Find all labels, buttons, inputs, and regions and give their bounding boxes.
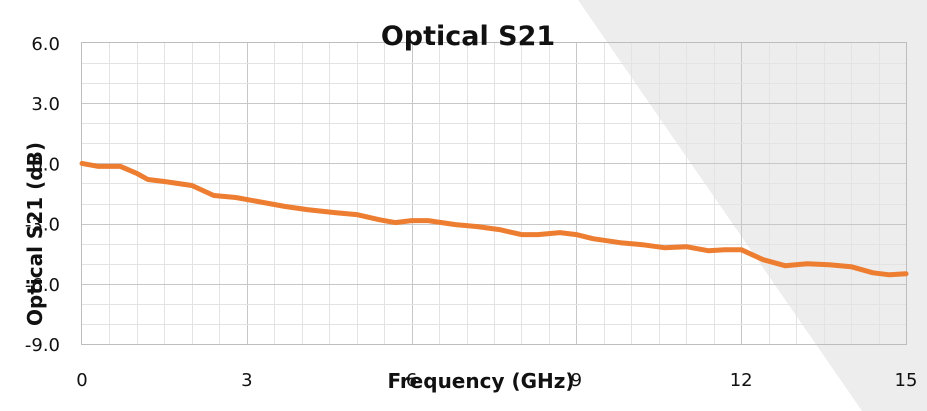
x-tick-label: 0 [76,370,87,391]
x-tick-label: 15 [895,370,918,391]
y-tick-label: -9.0 [25,335,60,356]
y-tick-label: 0.0 [31,154,60,175]
x-tick-label: 9 [571,370,582,391]
x-tick-label: 6 [406,370,417,391]
series-line [79,160,909,278]
y-axis-title: Optical S21 (dB) [23,142,47,326]
y-tick-label: 3.0 [31,94,60,115]
grid [82,43,906,344]
y-tick-label: -3.0 [25,215,60,236]
y-axis: 6.0 3.0 0.0 -3.0 -6.0 -9.0 [25,34,60,356]
x-axis-title: Frequency (GHz) [387,369,574,393]
plot-area [81,42,907,345]
chart-title: Optical S21 [381,21,555,52]
series-layer [79,160,909,278]
x-tick-label: 3 [241,370,252,391]
x-tick-label: 12 [730,370,753,391]
y-tick-label: 6.0 [31,34,60,55]
x-axis: 0 3 6 9 12 15 [76,370,917,391]
y-tick-label: -6.0 [25,275,60,296]
